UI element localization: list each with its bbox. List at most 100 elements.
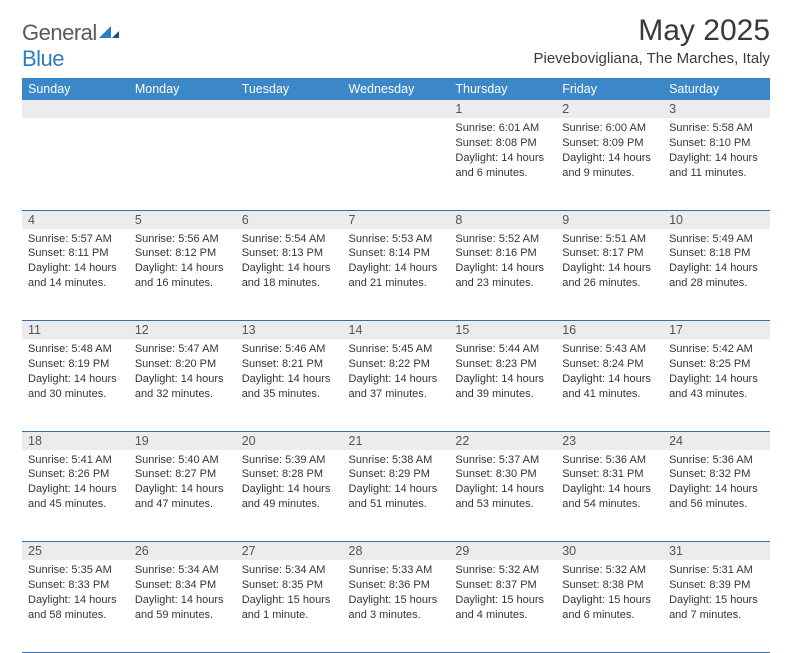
week-content-row: Sunrise: 5:35 AMSunset: 8:33 PMDaylight:… [22, 560, 770, 652]
day-details: Sunrise: 5:46 AMSunset: 8:21 PMDaylight:… [236, 339, 343, 405]
day-cell: Sunrise: 5:31 AMSunset: 8:39 PMDaylight:… [663, 560, 770, 652]
sunrise-line: Sunrise: 5:36 AM [562, 453, 657, 468]
day-number: 18 [22, 432, 129, 450]
day-cell: Sunrise: 5:47 AMSunset: 8:20 PMDaylight:… [129, 339, 236, 431]
day-cell: Sunrise: 5:39 AMSunset: 8:28 PMDaylight:… [236, 450, 343, 542]
brand-part1: General [22, 20, 97, 45]
day-details: Sunrise: 5:51 AMSunset: 8:17 PMDaylight:… [556, 229, 663, 295]
daylight-line: Daylight: 14 hours and 6 minutes. [455, 151, 550, 181]
daylight-line: Daylight: 14 hours and 58 minutes. [28, 593, 123, 623]
day-cell: Sunrise: 5:45 AMSunset: 8:22 PMDaylight:… [343, 339, 450, 431]
title-block: May 2025 Pievebovigliana, The Marches, I… [533, 14, 770, 67]
day-header: Monday [129, 78, 236, 100]
day-cell: Sunrise: 5:54 AMSunset: 8:13 PMDaylight:… [236, 229, 343, 321]
day-cell: Sunrise: 6:00 AMSunset: 8:09 PMDaylight:… [556, 118, 663, 210]
sunrise-line: Sunrise: 5:44 AM [455, 342, 550, 357]
day-cell: Sunrise: 5:38 AMSunset: 8:29 PMDaylight:… [343, 450, 450, 542]
brand-text: GeneralBlue [22, 20, 119, 72]
daylight-line: Daylight: 14 hours and 16 minutes. [135, 261, 230, 291]
daylight-line: Daylight: 14 hours and 14 minutes. [28, 261, 123, 291]
sunset-line: Sunset: 8:19 PM [28, 357, 123, 372]
daylight-line: Daylight: 14 hours and 9 minutes. [562, 151, 657, 181]
sunrise-line: Sunrise: 5:31 AM [669, 563, 764, 578]
day-details: Sunrise: 5:41 AMSunset: 8:26 PMDaylight:… [22, 450, 129, 516]
sunset-line: Sunset: 8:23 PM [455, 357, 550, 372]
week-number-row: 11121314151617 [22, 321, 770, 340]
day-number: 6 [236, 211, 343, 229]
sunset-line: Sunset: 8:25 PM [669, 357, 764, 372]
week-number-row: 123 [22, 100, 770, 118]
week-content-row: Sunrise: 6:01 AMSunset: 8:08 PMDaylight:… [22, 118, 770, 210]
sunset-line: Sunset: 8:16 PM [455, 246, 550, 261]
day-number: 12 [129, 321, 236, 339]
day-number: 17 [663, 321, 770, 339]
week-content-row: Sunrise: 5:48 AMSunset: 8:19 PM Daylight:… [22, 339, 770, 431]
week-number-row: 45678910 [22, 210, 770, 229]
day-details: Sunrise: 5:37 AMSunset: 8:30 PMDaylight:… [449, 450, 556, 516]
day-cell [22, 118, 129, 210]
sunrise-line: Sunrise: 5:58 AM [669, 121, 764, 136]
day-cell: Sunrise: 5:56 AMSunset: 8:12 PMDaylight:… [129, 229, 236, 321]
day-cell: Sunrise: 6:01 AMSunset: 8:08 PMDaylight:… [449, 118, 556, 210]
day-number: 23 [556, 432, 663, 450]
day-number: 9 [556, 211, 663, 229]
sunset-line: Sunset: 8:13 PM [242, 246, 337, 261]
sunrise-line: Sunrise: 5:34 AM [242, 563, 337, 578]
day-details: Sunrise: 5:44 AMSunset: 8:23 PMDaylight:… [449, 339, 556, 405]
day-cell: Sunrise: 5:42 AMSunset: 8:25 PMDaylight:… [663, 339, 770, 431]
day-number: 20 [236, 432, 343, 450]
day-cell: Sunrise: 5:40 AMSunset: 8:27 PMDaylight:… [129, 450, 236, 542]
sunrise-line: Sunrise: 5:46 AM [242, 342, 337, 357]
sunrise-line: Sunrise: 5:40 AM [135, 453, 230, 468]
calendar-page: GeneralBlue May 2025 Pievebovigliana, Th… [0, 0, 792, 653]
sunrise-line: Sunrise: 5:48 AM [28, 342, 123, 357]
daylight-line: Daylight: 15 hours and 6 minutes. [562, 593, 657, 623]
sunset-line: Sunset: 8:28 PM [242, 467, 337, 482]
calendar-header-row: SundayMondayTuesdayWednesdayThursdayFrid… [22, 78, 770, 100]
sunset-line: Sunset: 8:37 PM [455, 578, 550, 593]
daylight-line: Daylight: 14 hours and 18 minutes. [242, 261, 337, 291]
day-cell: Sunrise: 5:53 AMSunset: 8:14 PMDaylight:… [343, 229, 450, 321]
daylight-line: Daylight: 15 hours and 1 minute. [242, 593, 337, 623]
day-details: Sunrise: 5:43 AMSunset: 8:24 PMDaylight:… [556, 339, 663, 405]
day-details: Sunrise: 5:57 AMSunset: 8:11 PMDaylight:… [22, 229, 129, 295]
day-details: Sunrise: 5:36 AMSunset: 8:31 PMDaylight:… [556, 450, 663, 516]
day-details: Sunrise: 5:34 AMSunset: 8:34 PMDaylight:… [129, 560, 236, 626]
day-cell: Sunrise: 5:43 AMSunset: 8:24 PMDaylight:… [556, 339, 663, 431]
day-details: Sunrise: 5:58 AMSunset: 8:10 PMDaylight:… [663, 118, 770, 184]
day-number: 7 [343, 211, 450, 229]
sunset-line: Sunset: 8:39 PM [669, 578, 764, 593]
daylight-line: Daylight: 14 hours and 35 minutes. [242, 372, 337, 402]
day-number: 19 [129, 432, 236, 450]
day-details [22, 118, 129, 125]
day-header: Tuesday [236, 78, 343, 100]
day-number [343, 100, 450, 118]
sunrise-line: Sunrise: 5:39 AM [242, 453, 337, 468]
sunrise-line: Sunrise: 5:34 AM [135, 563, 230, 578]
day-details: Sunrise: 5:49 AMSunset: 8:18 PMDaylight:… [663, 229, 770, 295]
day-details: Sunrise: 5:52 AMSunset: 8:16 PMDaylight:… [449, 229, 556, 295]
daylight-line: Daylight: 14 hours and 51 minutes. [349, 482, 444, 512]
sunset-line: Sunset: 8:36 PM [349, 578, 444, 593]
day-number: 15 [449, 321, 556, 339]
day-cell: Sunrise: 5:36 AMSunset: 8:31 PMDaylight:… [556, 450, 663, 542]
brand-part2: Blue [22, 46, 64, 71]
daylight-line: Daylight: 14 hours and 41 minutes. [562, 372, 657, 402]
sunrise-line: Sunrise: 5:43 AM [562, 342, 657, 357]
sunrise-line: Sunrise: 5:32 AM [455, 563, 550, 578]
day-number: 24 [663, 432, 770, 450]
day-cell: Sunrise: 5:58 AMSunset: 8:10 PMDaylight:… [663, 118, 770, 210]
day-details [343, 118, 450, 125]
day-number: 2 [556, 100, 663, 118]
daylight-line: Daylight: 14 hours and 53 minutes. [455, 482, 550, 512]
sunset-line: Sunset: 8:31 PM [562, 467, 657, 482]
daylight-line: Daylight: 15 hours and 3 minutes. [349, 593, 444, 623]
daylight-line: Daylight: 14 hours and 21 minutes. [349, 261, 444, 291]
week-number-row: 25262728293031 [22, 542, 770, 561]
day-number: 27 [236, 542, 343, 560]
calendar-table: SundayMondayTuesdayWednesdayThursdayFrid… [22, 78, 770, 653]
day-number [129, 100, 236, 118]
day-cell: Sunrise: 5:32 AMSunset: 8:38 PMDaylight:… [556, 560, 663, 652]
day-number [236, 100, 343, 118]
day-number: 13 [236, 321, 343, 339]
